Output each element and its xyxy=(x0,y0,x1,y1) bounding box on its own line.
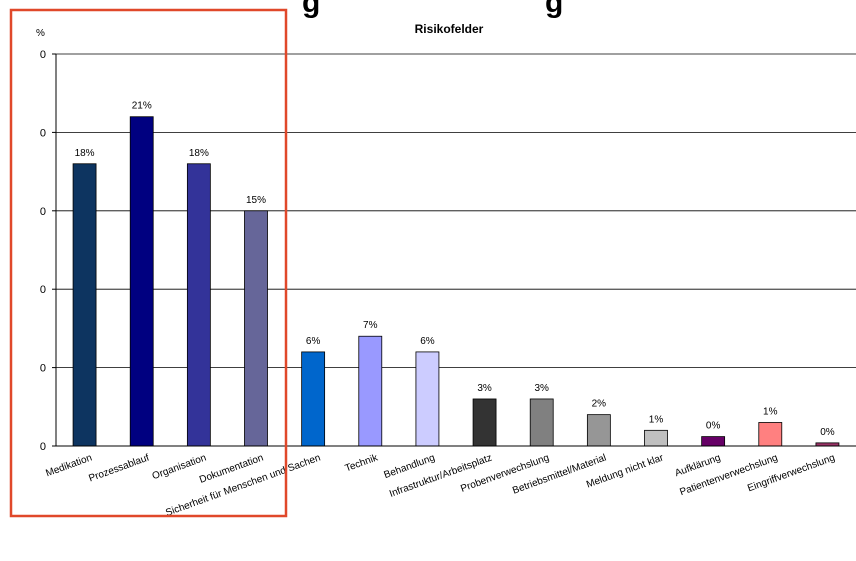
bar xyxy=(415,351,440,447)
data-label: 18% xyxy=(189,148,209,159)
data-label: 1% xyxy=(649,414,664,425)
category-label: Technik xyxy=(344,452,381,474)
y-tick-label: 0 xyxy=(40,284,46,296)
y-tick-label: 0 xyxy=(40,441,46,453)
bar xyxy=(529,398,554,447)
data-label: 1% xyxy=(763,406,778,417)
header-fragment: g xyxy=(302,0,320,19)
data-label: 3% xyxy=(534,383,549,394)
bar xyxy=(358,335,383,447)
y-tick-label: 0 xyxy=(40,363,46,375)
y-axis-label: % xyxy=(36,28,45,39)
chart-title: Risikofelder xyxy=(415,22,484,36)
data-labels: 18% 21% 18% 15% 6% 7% 6% 3% 3% 2% 1% 0% 1% 0% xyxy=(75,101,835,438)
bar xyxy=(758,422,783,447)
data-label: 18% xyxy=(75,148,95,159)
y-tick-label: 0 xyxy=(40,206,46,218)
bar xyxy=(244,210,268,447)
bar xyxy=(586,414,611,447)
data-label: 0% xyxy=(820,427,835,438)
bar xyxy=(186,163,211,447)
y-tick-label: 0 xyxy=(40,127,46,139)
data-label: 15% xyxy=(246,195,266,206)
data-label: 6% xyxy=(306,336,321,347)
bar xyxy=(644,429,668,447)
category-label: Betriebsmittel/Material xyxy=(511,452,608,496)
bar xyxy=(129,116,154,447)
bar xyxy=(301,351,326,447)
y-axis-ticks: 0 0 0 0 0 0 xyxy=(40,49,56,453)
bar xyxy=(701,436,726,447)
data-label: 7% xyxy=(363,320,378,331)
data-label: 6% xyxy=(420,336,435,347)
bar xyxy=(72,163,97,447)
data-label: 3% xyxy=(477,383,492,394)
bar xyxy=(472,398,497,447)
category-label: Infrastruktur/Arbeitsplatz xyxy=(388,452,494,499)
category-label: Patientenverwechslung xyxy=(678,452,779,498)
data-label: 2% xyxy=(592,399,607,410)
highlight-box xyxy=(9,8,288,518)
gridlines xyxy=(56,53,856,369)
data-label: 0% xyxy=(706,421,721,432)
header-fragment-2: g xyxy=(545,0,563,19)
y-tick-label: 0 xyxy=(40,49,46,61)
category-label: Prozessablauf xyxy=(87,452,151,484)
category-label: Medikation xyxy=(44,452,93,479)
data-label: 21% xyxy=(132,101,152,112)
bars xyxy=(72,116,840,447)
